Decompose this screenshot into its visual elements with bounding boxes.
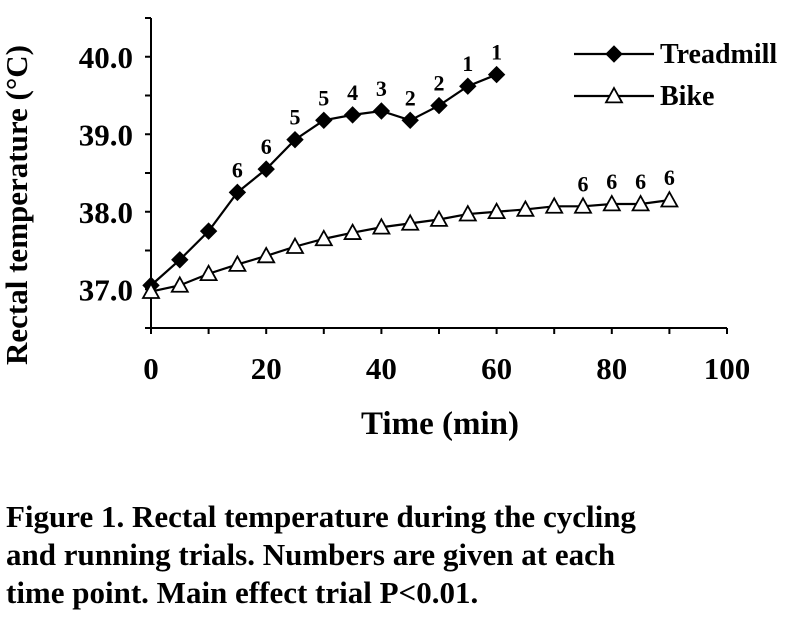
legend-marker [604,86,624,104]
data-label: 6 [606,169,617,194]
caption-line-3: time point. Main effect trial P<0.01. [6,575,479,610]
data-point [429,209,449,227]
data-label: 5 [290,105,301,130]
data-label: 2 [434,71,445,96]
data-point [199,263,219,282]
data-point [343,106,362,124]
data-point [430,96,448,115]
data-point [573,196,593,214]
x-axis-label: Time (min) [361,406,519,442]
y-tick-label: 40.0 [79,40,133,75]
data-label: 6 [578,171,589,196]
data-point [286,130,304,149]
data-label: 3 [376,76,387,101]
figure-caption: Figure 1. Rectal temperature during the … [6,498,796,612]
y-tick-label: 38.0 [79,195,133,230]
data-point [228,183,247,202]
data-point [515,199,535,217]
data-label: 5 [318,85,329,110]
y-axis-label: Rectal temperature (°C) [0,45,34,365]
data-point [631,194,651,212]
data-point [602,194,622,212]
data-point [544,196,564,214]
data-point [400,213,420,231]
x-tick-label: 100 [704,351,751,386]
data-point [401,111,419,130]
data-point [314,229,334,247]
data-point [257,160,275,178]
legend: Treadmill Bike [574,39,777,112]
legend-item-treadmill: Treadmill [574,39,777,70]
y-tick-label: 39.0 [79,117,133,152]
data-point [256,246,276,264]
data-point [315,111,333,130]
data-point [199,222,218,240]
data-point [285,236,305,254]
legend-marker [605,45,623,63]
data-label: 1 [491,40,502,65]
data-label: 1 [462,51,473,76]
data-label: 4 [347,80,358,105]
y-tick-label: 37.0 [79,272,133,307]
data-point [343,222,363,240]
data-point [372,102,391,120]
data-point [458,204,478,222]
data-label: 2 [405,85,416,110]
data-label: 6 [664,165,675,190]
data-label: 6 [261,134,272,159]
data-point [227,254,247,272]
data-point [659,190,679,208]
caption-line-2: and running trials. Numbers are given at… [6,537,616,572]
x-tick-label: 60 [481,351,512,386]
legend-item-bike: Bike [574,81,714,112]
x-tick-label: 40 [366,351,397,386]
data-point [459,77,477,95]
legend-label: Treadmill [660,39,777,70]
data-point [371,217,391,235]
data-point [487,201,507,220]
x-tick-label: 0 [143,351,159,386]
legend-label: Bike [660,81,714,112]
caption-line-1: Figure 1. Rectal temperature during the … [6,499,636,534]
data-point [487,65,506,84]
data-point [170,275,190,293]
data-point [171,251,189,269]
data-label: 6 [635,169,646,194]
axes: 37.0 38.0 39.0 40.0 0 20 40 60 80 100 [79,17,751,386]
data-point [141,281,161,299]
x-tick-label: 80 [596,351,627,386]
x-tick-label: 20 [251,351,282,386]
data-label: 6 [232,157,243,182]
